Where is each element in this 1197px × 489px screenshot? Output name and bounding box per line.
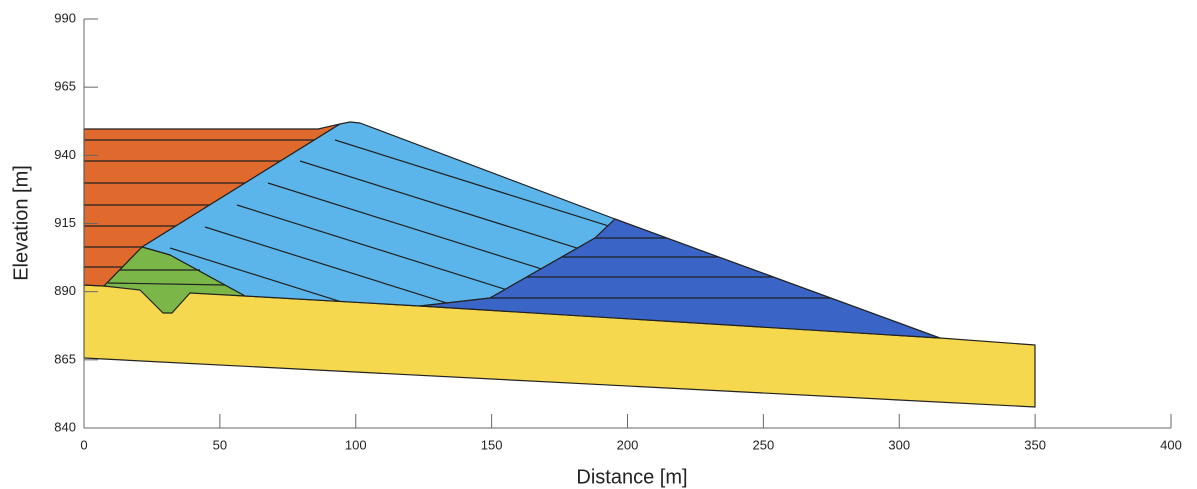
- y-tick-label: 890: [54, 283, 76, 298]
- y-tick-label: 840: [54, 419, 76, 434]
- x-tick-label: 50: [213, 437, 227, 452]
- y-tick-label: 965: [54, 79, 76, 94]
- y-axis-title: Elevation [m]: [10, 165, 32, 281]
- x-axis-title: Distance [m]: [576, 466, 687, 488]
- x-tick-label: 250: [753, 437, 775, 452]
- y-tick-label: 990: [54, 10, 76, 25]
- toe-layer: [107, 282, 226, 286]
- x-tick-label: 100: [345, 437, 367, 452]
- y-tick-label: 865: [54, 351, 76, 366]
- toe-zone: [103, 246, 246, 314]
- x-tick-label: 150: [481, 437, 503, 452]
- x-tick-label: 200: [617, 437, 639, 452]
- y-tick-label: 940: [54, 147, 76, 162]
- y-tick-label: 915: [54, 215, 76, 230]
- downstream-zone: [419, 218, 941, 339]
- x-tick-label: 400: [1160, 437, 1182, 452]
- x-tick-label: 0: [80, 437, 87, 452]
- x-tick-label: 350: [1024, 437, 1046, 452]
- dam-section: [83, 121, 1036, 408]
- core-layers: [169, 139, 615, 306]
- x-tick-label: 300: [888, 437, 910, 452]
